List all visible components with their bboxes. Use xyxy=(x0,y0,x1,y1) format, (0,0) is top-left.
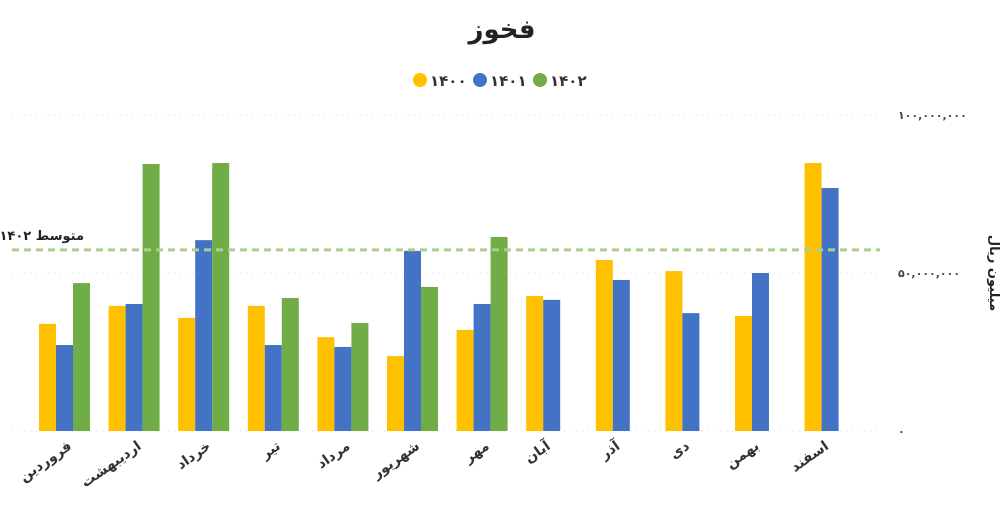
x-category-label: اسفند xyxy=(788,438,832,475)
legend-marker xyxy=(413,73,427,87)
bar-2-1 xyxy=(56,345,73,431)
average-line-group: متوسط ۱۴۰۲ xyxy=(0,229,880,252)
bar-3-5 xyxy=(351,322,369,431)
x-category-label: فروردین xyxy=(17,438,75,485)
bar-1-9 xyxy=(595,260,613,431)
bar-1-6 xyxy=(387,356,404,431)
bar-1-11 xyxy=(735,315,752,431)
x-category-label: دی xyxy=(667,438,693,463)
bar-1-7 xyxy=(456,329,474,431)
bar-3-1 xyxy=(73,283,90,431)
legend-label: ۱۴۰۲ xyxy=(550,72,587,90)
bar-2-9 xyxy=(612,279,630,431)
y-axis-ticks: ۰ ۵۰,۰۰۰,۰۰۰ ۱۰۰,۰۰۰,۰۰۰ xyxy=(898,109,967,438)
bar-1-4 xyxy=(247,305,265,431)
y-tick-label: ۱۰۰,۰۰۰,۰۰۰ xyxy=(898,109,967,122)
legend-marker xyxy=(473,73,487,87)
bar-2-6 xyxy=(404,250,421,431)
x-category-label: شهریور xyxy=(369,438,423,483)
y-axis-label: میلیون ریال xyxy=(986,235,1001,311)
bar-3-3 xyxy=(212,163,230,432)
bar-3-6 xyxy=(421,286,438,431)
bar-1-12 xyxy=(804,163,822,432)
bar-3-7 xyxy=(490,236,508,431)
bar-2-7 xyxy=(473,303,491,431)
average-line-label: متوسط ۱۴۰۲ xyxy=(0,229,84,244)
x-category-label: مهر xyxy=(461,438,493,467)
x-category-label: خرداد xyxy=(174,438,214,473)
bar-2-5 xyxy=(334,346,352,431)
x-axis-categories: فروردین اردیبهشت خرداد تیر مرداد شهریور مهر آبا… xyxy=(17,436,832,491)
bar-2-4 xyxy=(264,345,282,431)
bar-2-10 xyxy=(682,313,700,431)
x-category-label: تیر xyxy=(257,438,283,463)
x-category-label: بهمن xyxy=(723,438,762,472)
bar-2-11 xyxy=(752,273,769,431)
bar-1-8 xyxy=(526,296,544,431)
bar-2-8 xyxy=(543,299,561,431)
bar-1-1 xyxy=(39,323,56,431)
bar-1-5 xyxy=(317,337,335,431)
y-tick-label: ۰ xyxy=(898,425,905,438)
chart-title: فخوز xyxy=(466,15,535,45)
bar-3-2 xyxy=(142,163,160,432)
legend-label: ۱۴۰۱ xyxy=(490,72,527,90)
bar-2-3 xyxy=(195,240,213,431)
x-category-label: آذر xyxy=(596,436,625,464)
bar-1-2 xyxy=(108,305,126,431)
bar-2-2 xyxy=(125,303,143,431)
bar-1-10 xyxy=(665,271,683,431)
bar-2-12 xyxy=(821,187,839,431)
x-category-label: آبان xyxy=(521,436,555,467)
legend: ۱۴۰۰ ۱۴۰۱ ۱۴۰۲ xyxy=(413,72,587,90)
legend-label: ۱۴۰۰ xyxy=(430,72,467,90)
y-tick-label: ۵۰,۰۰۰,۰۰۰ xyxy=(898,267,960,280)
legend-marker xyxy=(533,73,547,87)
bars xyxy=(39,163,839,432)
bar-1-3 xyxy=(178,317,196,431)
x-category-label: اردیبهشت xyxy=(78,438,144,491)
bar-3-4 xyxy=(281,297,299,431)
x-category-label: مرداد xyxy=(314,438,353,472)
